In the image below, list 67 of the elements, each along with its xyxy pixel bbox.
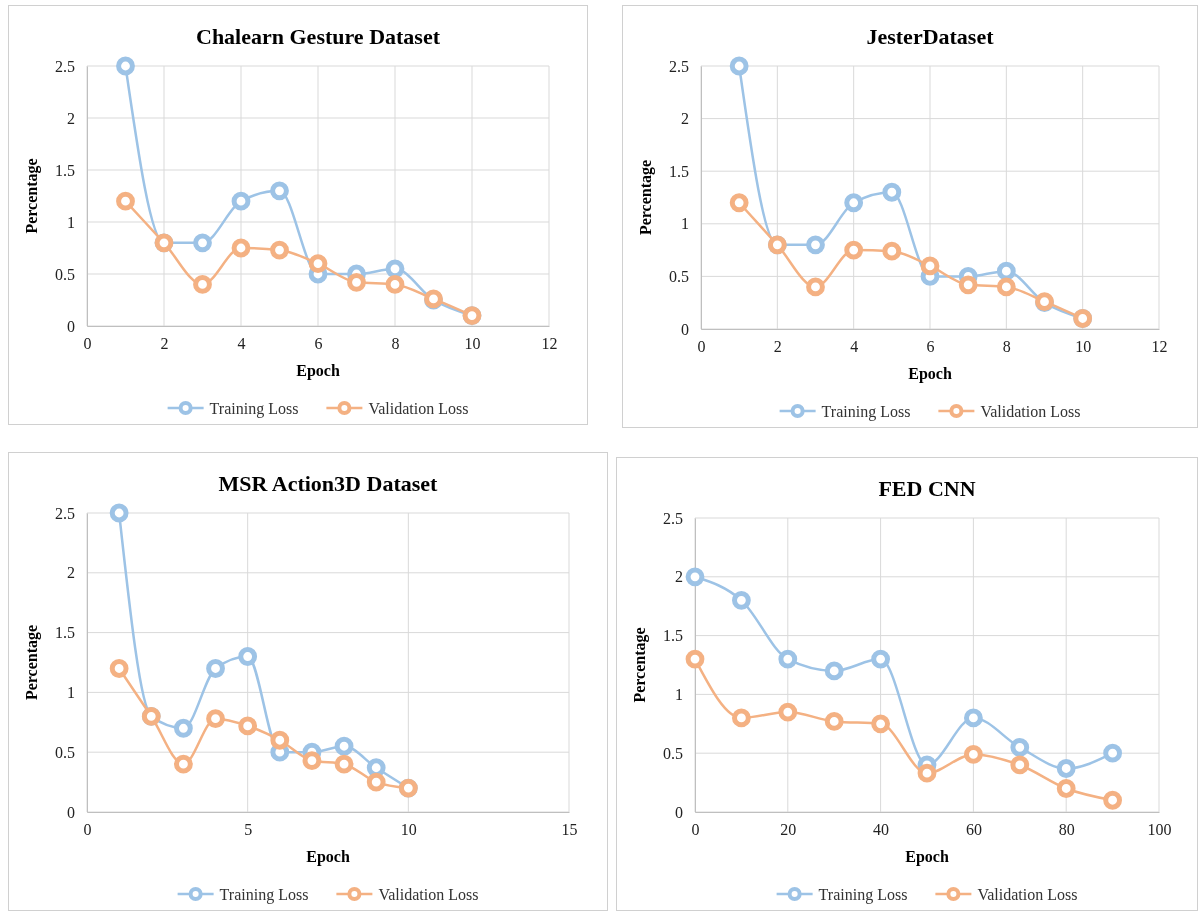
x-tick-label: 2	[773, 338, 782, 356]
x-tick-label: 0	[697, 338, 706, 356]
x-tick-label: 40	[873, 821, 890, 839]
chart-title: Chalearn Gesture Dataset	[196, 24, 441, 49]
x-axis-title: Epoch	[908, 365, 952, 383]
legend-label: Training Loss	[818, 885, 908, 904]
x-tick-label: 8	[1002, 338, 1011, 356]
x-tick-label: 6	[314, 335, 323, 353]
y-tick-label: 1	[675, 686, 683, 704]
y-tick-label: 2	[67, 109, 75, 127]
y-tick-label: 0.5	[55, 265, 75, 283]
y-tick-label: 0.5	[669, 268, 689, 286]
x-tick-label: 5	[244, 821, 253, 839]
x-axis-title: Epoch	[306, 848, 350, 866]
y-tick-label: 2.5	[55, 57, 75, 75]
y-axis-title: Percentage	[637, 159, 655, 236]
chart-title: FED CNN	[878, 476, 976, 501]
y-tick-label: 2	[681, 110, 689, 128]
x-tick-label: 60	[965, 821, 982, 839]
y-tick-label: 1.5	[669, 162, 689, 180]
chart-title: JesterDataset	[866, 24, 995, 49]
x-tick-label: 8	[391, 335, 400, 353]
x-tick-label: 20	[780, 821, 797, 839]
chart-title: MSR Action3D Dataset	[218, 471, 439, 496]
y-tick-label: 1.5	[55, 624, 75, 642]
y-tick-label: 1	[681, 215, 689, 233]
x-tick-label: 80	[1058, 821, 1075, 839]
y-tick-label: 1.5	[663, 627, 683, 645]
x-axis-title: Epoch	[905, 848, 949, 866]
y-tick-label: 0	[67, 803, 75, 821]
x-tick-label: 10	[464, 335, 481, 353]
legend-label: Training Loss	[209, 399, 299, 418]
legend-label: Training Loss	[821, 402, 911, 421]
y-tick-label: 0.5	[55, 743, 75, 761]
x-tick-label: 4	[850, 338, 859, 356]
x-axis-title: Epoch	[296, 362, 340, 380]
x-tick-label: 6	[926, 338, 935, 356]
y-axis-title: Percentage	[23, 158, 41, 234]
y-tick-label: 2	[67, 564, 75, 582]
legend-label: Validation Loss	[977, 885, 1078, 903]
x-tick-label: 10	[400, 821, 417, 839]
x-tick-label: 4	[237, 335, 246, 353]
y-tick-label: 0	[67, 317, 75, 335]
y-tick-label: 2.5	[663, 509, 683, 527]
y-axis-title: Percentage	[23, 624, 41, 701]
y-tick-label: 0	[675, 803, 683, 821]
y-tick-label: 2.5	[669, 57, 689, 75]
x-tick-label: 0	[83, 335, 92, 353]
x-tick-label: 12	[541, 335, 558, 353]
x-tick-label: 0	[83, 821, 92, 839]
legend-label: Validation Loss	[368, 399, 469, 417]
x-tick-label: 2	[160, 335, 169, 353]
x-tick-label: 10	[1075, 338, 1092, 356]
y-axis-title: Percentage	[631, 627, 649, 703]
x-tick-label: 12	[1151, 338, 1168, 356]
x-tick-label: 100	[1147, 821, 1172, 839]
x-tick-label: 15	[561, 821, 578, 839]
y-tick-label: 1	[67, 684, 75, 702]
y-tick-label: 0.5	[663, 744, 683, 762]
y-tick-label: 2.5	[55, 504, 75, 522]
y-tick-label: 2	[675, 568, 683, 586]
y-tick-label: 1.5	[55, 161, 75, 179]
y-tick-label: 0	[681, 320, 689, 338]
y-tick-label: 1	[67, 213, 75, 231]
legend-label: Training Loss	[219, 885, 309, 904]
legend-label: Validation Loss	[980, 402, 1081, 420]
legend-label: Validation Loss	[378, 885, 479, 903]
